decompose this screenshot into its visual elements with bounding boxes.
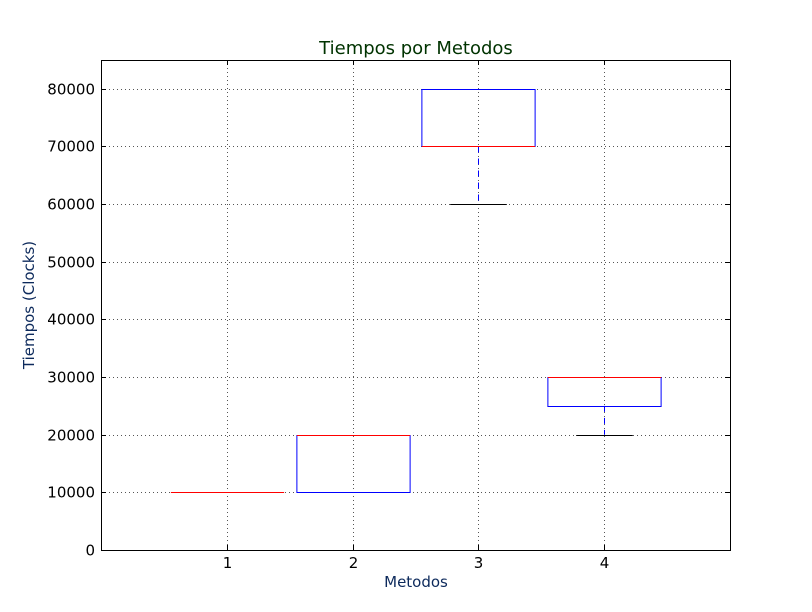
y-tick-label: 70000 [47,138,95,156]
box-4 [547,377,662,436]
y-tick-label: 60000 [47,196,95,214]
x-tick-label: 4 [600,554,610,572]
x-tick-label: 3 [474,554,484,572]
y-tick-label: 0 [85,542,95,560]
x-tick-label: 2 [349,554,359,572]
plot-frame [101,60,731,551]
y-tick-label: 50000 [47,254,95,272]
box-2 [296,435,411,493]
x-axis-label: Metodos [384,573,448,591]
y-tick-label: 10000 [47,484,95,502]
y-tick-label: 30000 [47,369,95,387]
y-tick-label: 20000 [47,427,95,445]
y-tick-label: 40000 [47,311,95,329]
ticks: 0 10000 20000 30000 40000 50000 60000 70000 8000… [47,60,730,572]
y-tick-label: 80000 [47,81,95,99]
x-tick-label: 1 [223,554,233,572]
box-3 [421,89,536,205]
boxes [170,89,662,493]
y-axis-label: Tiempos (Clocks) [20,241,38,370]
chart-title: Tiempos por Metodos [318,38,513,59]
